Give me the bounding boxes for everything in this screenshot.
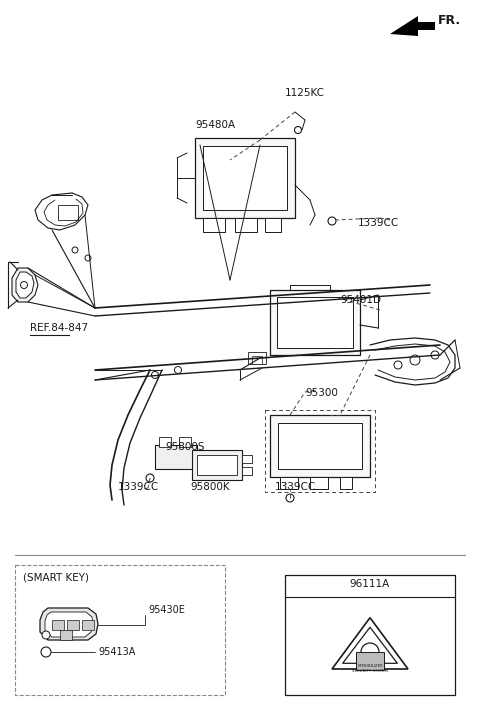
Circle shape	[410, 355, 420, 365]
Polygon shape	[45, 612, 93, 637]
Text: (SMART KEY): (SMART KEY)	[23, 573, 89, 583]
Bar	[285, 575, 455, 695]
Circle shape	[286, 494, 294, 502]
Circle shape	[152, 371, 158, 378]
Circle shape	[85, 255, 91, 261]
Text: FR.: FR.	[438, 14, 461, 27]
Bar	[242, 455, 252, 463]
Text: 95480A: 95480A	[195, 120, 235, 130]
Bar	[155, 445, 197, 469]
Bar	[242, 467, 252, 475]
Text: 1339CC: 1339CC	[118, 482, 159, 492]
Bar	[192, 450, 242, 480]
Bar	[203, 146, 287, 210]
Bar	[278, 423, 362, 469]
Bar	[60, 630, 72, 640]
Circle shape	[41, 647, 51, 657]
Bar	[310, 477, 328, 489]
Bar	[195, 138, 295, 218]
Bar	[248, 352, 266, 364]
Text: 1125KC: 1125KC	[285, 88, 325, 98]
Polygon shape	[343, 627, 397, 663]
Circle shape	[175, 366, 181, 373]
Bar	[52, 620, 64, 630]
Circle shape	[295, 127, 301, 134]
Text: 95300: 95300	[305, 388, 338, 398]
Polygon shape	[12, 268, 38, 302]
Circle shape	[394, 361, 402, 369]
Bar	[197, 455, 237, 475]
Bar	[235, 218, 257, 232]
Bar	[58, 205, 78, 220]
Bar	[270, 290, 360, 355]
Text: 95800K: 95800K	[190, 482, 229, 492]
Text: 96111A: 96111A	[350, 579, 390, 589]
Text: 95401D: 95401D	[340, 295, 381, 305]
Text: IMMOBILIZER: IMMOBILIZER	[357, 664, 383, 668]
Bar	[277, 297, 353, 348]
Text: REF.84-847: REF.84-847	[30, 323, 88, 333]
Text: 1339CC: 1339CC	[275, 482, 316, 492]
Bar	[340, 477, 352, 489]
Polygon shape	[16, 272, 34, 298]
Circle shape	[146, 474, 154, 482]
Bar	[280, 477, 298, 489]
Bar	[15, 565, 225, 695]
Bar	[356, 652, 384, 670]
Text: 95430E: 95430E	[148, 605, 185, 615]
Circle shape	[21, 281, 27, 288]
Polygon shape	[40, 608, 98, 640]
Text: 1339CC: 1339CC	[358, 218, 399, 228]
Circle shape	[72, 247, 78, 253]
Text: 95413A: 95413A	[98, 647, 135, 657]
Polygon shape	[332, 618, 408, 669]
Bar	[203, 218, 225, 232]
Circle shape	[328, 217, 336, 225]
Text: 95800S: 95800S	[165, 442, 204, 452]
Bar	[179, 437, 191, 447]
Bar	[82, 620, 94, 630]
Bar	[265, 218, 281, 232]
Circle shape	[431, 351, 439, 359]
Text: SECURITY SYSTEM: SECURITY SYSTEM	[352, 669, 388, 673]
Bar	[270, 415, 370, 477]
Polygon shape	[390, 16, 435, 36]
Circle shape	[42, 631, 50, 639]
Bar	[159, 437, 171, 447]
Bar	[67, 620, 79, 630]
Bar	[252, 356, 262, 364]
